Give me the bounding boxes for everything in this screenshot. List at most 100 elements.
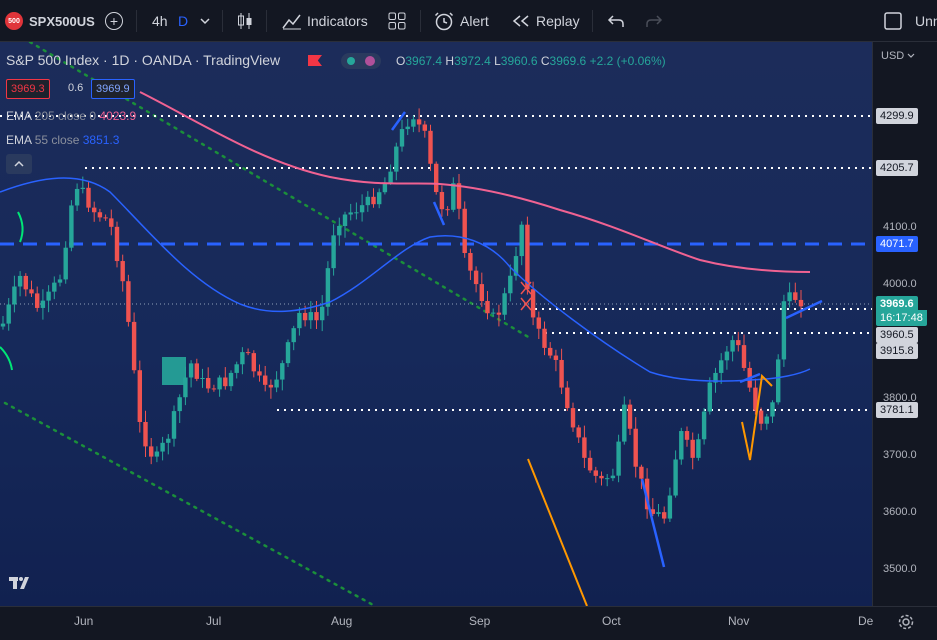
currency-label: USD bbox=[881, 50, 905, 62]
time-axis[interactable]: Jun Jul Aug Sep Oct Nov De bbox=[0, 606, 937, 640]
undo-button[interactable] bbox=[607, 0, 625, 42]
teal-rectangle[interactable] bbox=[162, 357, 186, 385]
candle-body bbox=[491, 312, 496, 314]
layout-name[interactable]: Unn bbox=[915, 0, 937, 42]
status-toggle[interactable] bbox=[341, 53, 381, 69]
ema-55-params: 55 close bbox=[34, 133, 80, 147]
interval-dropdown[interactable] bbox=[200, 0, 210, 42]
blue-trendline-aug2[interactable] bbox=[432, 201, 446, 226]
candle-body bbox=[365, 196, 370, 206]
candle-body bbox=[103, 217, 108, 219]
ohlc-values: O3967.4 H3972.4 L3960.6 C3969.6 +2.2 (+0… bbox=[396, 54, 666, 68]
candle-body bbox=[188, 363, 194, 378]
candle-body bbox=[593, 470, 598, 476]
candle-body bbox=[530, 289, 536, 318]
replay-button[interactable]: Replay bbox=[512, 0, 580, 42]
flag-icon[interactable] bbox=[308, 55, 322, 66]
change-value: +2.2 (+0.06%) bbox=[589, 54, 666, 68]
candle-body bbox=[92, 207, 97, 213]
orange-zigzag[interactable] bbox=[741, 373, 773, 461]
candle-body bbox=[131, 321, 137, 371]
interval-button[interactable]: 4h bbox=[152, 0, 168, 42]
undo-icon bbox=[607, 15, 624, 27]
symbol-logo: 500 bbox=[5, 12, 23, 30]
candle-body bbox=[17, 275, 23, 287]
candle-body bbox=[251, 353, 256, 372]
candle-body bbox=[388, 171, 393, 183]
currency-selector[interactable]: USD bbox=[881, 50, 915, 62]
replay-label: Replay bbox=[536, 13, 580, 29]
candle-body bbox=[548, 347, 553, 356]
price-tick: 4000.0 bbox=[883, 278, 917, 290]
interval-mode-label: D bbox=[178, 13, 189, 29]
low-label: L bbox=[494, 54, 501, 68]
candle-body bbox=[359, 205, 365, 213]
sell-button[interactable]: 3969.3 bbox=[6, 79, 50, 99]
candle-body bbox=[673, 459, 678, 496]
x-marker bbox=[520, 281, 532, 311]
candle-body bbox=[616, 441, 621, 476]
compare-button[interactable]: + bbox=[105, 0, 123, 42]
candles-icon bbox=[238, 13, 252, 29]
ema-205-legend[interactable]: EMA 205 close 0 4023.9 bbox=[6, 109, 136, 123]
blue-trendline-oct[interactable] bbox=[640, 478, 666, 568]
low-value: 3960.6 bbox=[500, 54, 538, 68]
chart-type-button[interactable] bbox=[236, 0, 254, 42]
blue-trendline-aug[interactable] bbox=[390, 111, 407, 131]
alert-button[interactable]: Alert bbox=[434, 0, 489, 42]
candle-body bbox=[462, 208, 467, 254]
candle-body bbox=[736, 340, 741, 346]
chart-legend[interactable]: S&P 500 Index · 1D · OANDA · TradingView bbox=[6, 52, 280, 68]
candle-body bbox=[240, 352, 245, 365]
symbol-search[interactable]: 500 SPX500US bbox=[5, 0, 95, 42]
candle-body bbox=[314, 312, 319, 321]
price-chart[interactable] bbox=[0, 42, 872, 606]
candle-body bbox=[610, 475, 616, 479]
orange-trendline[interactable] bbox=[527, 458, 588, 606]
candle-body bbox=[434, 163, 439, 193]
candle-body bbox=[86, 187, 91, 208]
candle-body bbox=[228, 372, 234, 387]
candle-body bbox=[451, 183, 456, 210]
candle-body bbox=[331, 235, 336, 269]
candle-body bbox=[724, 351, 730, 361]
candle-body bbox=[274, 379, 279, 388]
redo-button[interactable] bbox=[645, 0, 663, 42]
candle-body bbox=[382, 182, 388, 193]
level-label-3915: 3915.8 bbox=[876, 343, 918, 359]
candle-body bbox=[690, 439, 695, 458]
price-tick: 3800.0 bbox=[883, 392, 917, 404]
fullscreen-button[interactable] bbox=[884, 0, 902, 42]
chart-settings-button[interactable] bbox=[897, 613, 915, 636]
ema-55-legend[interactable]: EMA 55 close 3851.3 bbox=[6, 133, 119, 147]
layouts-button[interactable] bbox=[388, 0, 406, 42]
candle-body bbox=[667, 495, 673, 519]
chart-pane[interactable]: S&P 500 Index · 1D · OANDA · TradingView… bbox=[0, 42, 872, 606]
collapse-legend-button[interactable] bbox=[6, 154, 32, 174]
tradingview-logo-icon bbox=[9, 577, 29, 589]
candle-body bbox=[325, 268, 331, 307]
blue-trendline-nov[interactable] bbox=[785, 299, 823, 320]
interval-mode[interactable]: D bbox=[178, 0, 188, 42]
candle-body bbox=[422, 124, 427, 131]
level-label-4071: 4071.7 bbox=[876, 236, 918, 252]
fullscreen-icon bbox=[884, 12, 902, 30]
ema-55-label: EMA bbox=[6, 133, 32, 147]
green-dotted-trendline-lower[interactable] bbox=[3, 401, 377, 606]
candle-body bbox=[399, 129, 405, 147]
candle-body bbox=[713, 372, 718, 383]
close-label: C bbox=[540, 54, 550, 68]
candle-body bbox=[582, 437, 587, 458]
candle-body bbox=[639, 466, 644, 479]
blue-trendline-nov2[interactable] bbox=[739, 372, 761, 384]
tradingview-logo[interactable] bbox=[6, 569, 34, 597]
last-price-label: 3969.6 bbox=[876, 296, 918, 312]
candle-body bbox=[439, 192, 445, 210]
plus-icon: + bbox=[105, 12, 123, 30]
candle-body bbox=[120, 261, 125, 282]
buy-button[interactable]: 3969.9 bbox=[91, 79, 135, 99]
indicators-button[interactable]: Indicators bbox=[282, 0, 368, 42]
redo-icon bbox=[646, 15, 663, 27]
candle-body bbox=[456, 183, 462, 209]
ema-205-params: 205 close 0 bbox=[34, 109, 97, 123]
